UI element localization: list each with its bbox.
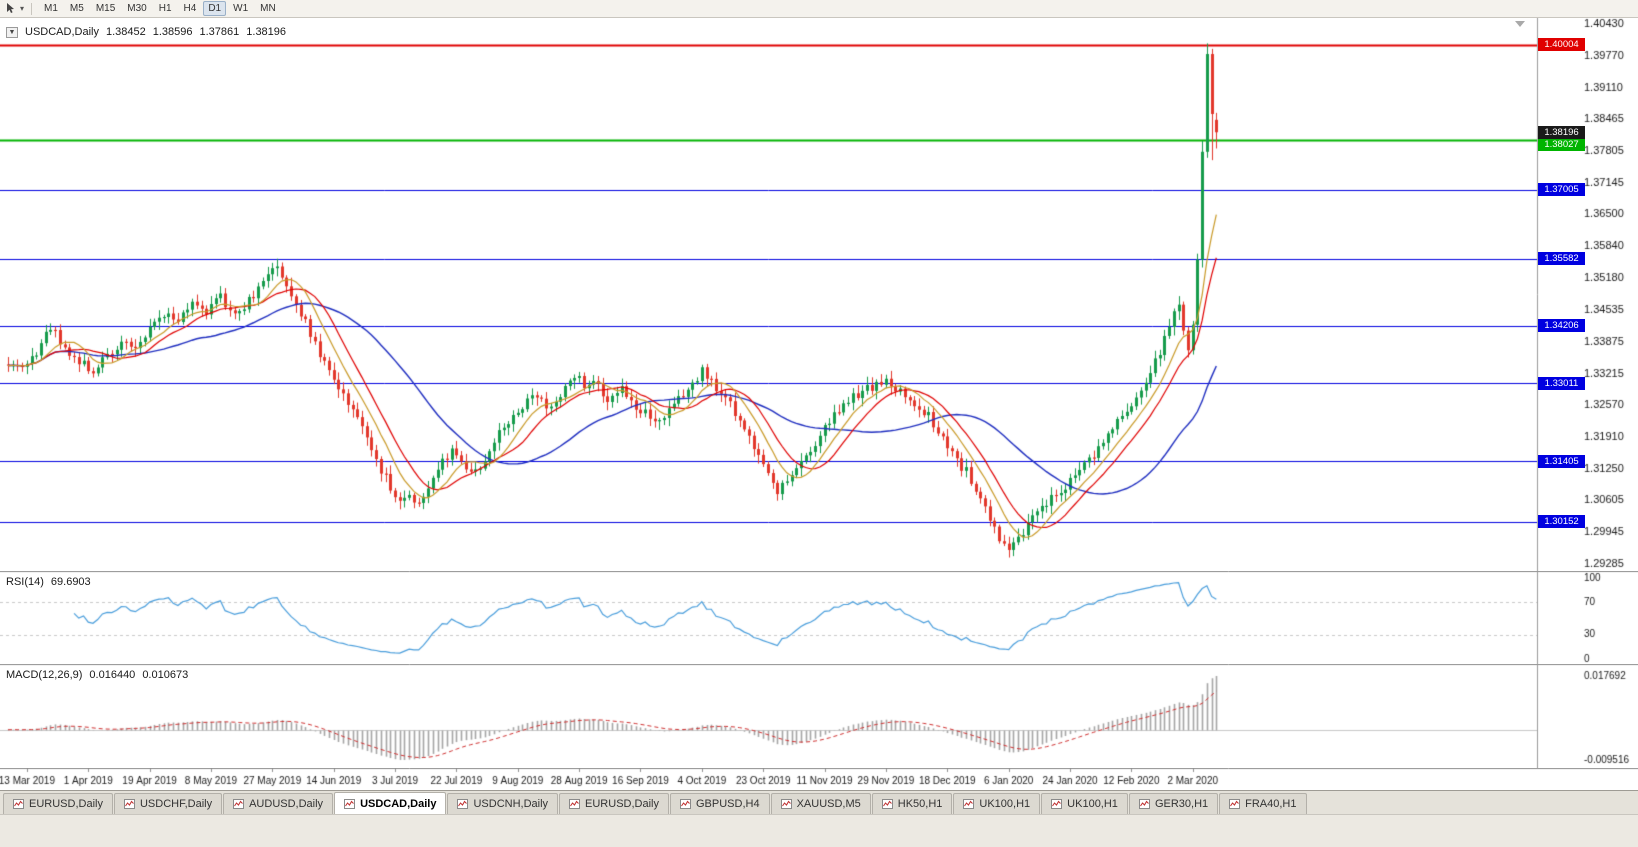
mini-chart-icon: [344, 798, 356, 809]
timeframe-button-group: M1 M5 M15 M30 H1 H4 D1 W1 MN: [39, 1, 281, 16]
ohlc-low: 1.37861: [199, 26, 240, 38]
macd-label: MACD(12,26,9) 0.016440 0.010673: [6, 669, 188, 681]
chart-tab-xauusd-m5-7[interactable]: XAUUSD,M5: [770, 793, 871, 814]
rsi-name: RSI(14): [6, 576, 44, 588]
mini-chart-icon: [780, 799, 792, 809]
mini-chart-icon: [881, 799, 893, 809]
price-chart-panel: ▼ USDCAD,Daily 1.38452 1.38596 1.37861 1…: [0, 18, 1638, 571]
mini-chart-icon: [680, 799, 691, 809]
chart-tab-usdcad-daily-3[interactable]: USDCAD,Daily: [334, 792, 447, 814]
toolbar-divider: [31, 2, 33, 15]
tab-label: GER30,H1: [1154, 798, 1209, 810]
chart-tab-hk50-h1-8[interactable]: HK50,H1: [871, 793, 953, 814]
timeframe-h1-button[interactable]: H1: [158, 3, 172, 14]
time-axis[interactable]: [0, 768, 1638, 790]
chart-dropdown-icon[interactable]: ▼: [6, 26, 18, 38]
mini-chart-icon: [1138, 799, 1150, 809]
chart-tab-audusd-daily-2[interactable]: AUDUSD,Daily: [223, 793, 334, 814]
chart-tab-uk100-h1-9[interactable]: UK100,H1: [953, 793, 1041, 814]
tab-label: USDCHF,Daily: [139, 798, 213, 810]
chart-tab-usdchf-daily-1[interactable]: USDCHF,Daily: [113, 793, 223, 814]
tab-label: UK100,H1: [1067, 798, 1118, 810]
cursor-icon[interactable]: [4, 2, 17, 15]
mini-chart-icon: [1051, 799, 1063, 809]
timeframe-h4-button[interactable]: H4: [183, 3, 197, 14]
chart-tab-usdcnh-daily-4[interactable]: USDCNH,Daily: [447, 793, 559, 814]
chart-symbol-label: USDCAD,Daily: [25, 26, 99, 38]
chart-tab-gbpusd-h4-6[interactable]: GBPUSD,H4: [670, 793, 770, 814]
macd-name: MACD(12,26,9): [6, 669, 83, 681]
chart-tab-ger30-h1-11[interactable]: GER30,H1: [1128, 793, 1219, 814]
tab-label: UK100,H1: [979, 798, 1031, 810]
mini-chart-icon: [963, 799, 975, 809]
timeframe-mn-button[interactable]: MN: [260, 3, 276, 14]
ohlc-close: 1.38196: [246, 26, 287, 38]
timeframe-m30-button[interactable]: M30: [127, 3, 147, 14]
mini-chart-icon: [233, 799, 245, 809]
macd-canvas[interactable]: [0, 664, 1638, 768]
ohlc-high: 1.38596: [152, 26, 193, 38]
chart-tab-fra40-h1-12[interactable]: FRA40,H1: [1219, 793, 1307, 814]
ohlc-readout: 1.38452 1.38596 1.37861 1.38196: [106, 26, 286, 38]
time-axis-canvas[interactable]: [0, 768, 1638, 790]
timeframe-m1-button[interactable]: M1: [44, 3, 58, 14]
rsi-canvas[interactable]: [0, 571, 1638, 664]
chart-title: ▼ USDCAD,Daily 1.38452 1.38596 1.37861 1…: [6, 26, 286, 38]
chart-tab-eurusd-daily-0[interactable]: EURUSD,Daily: [3, 793, 113, 814]
tab-label: USDCAD,Daily: [360, 797, 437, 810]
rsi-value: 69.6903: [50, 576, 91, 588]
chart-tab-eurusd-daily-5[interactable]: EURUSD,Daily: [559, 793, 669, 814]
mini-chart-icon: [1229, 799, 1241, 809]
status-bar: [0, 814, 1638, 847]
chevron-down-icon[interactable]: ▾: [20, 3, 25, 13]
tab-label: GBPUSD,H4: [696, 798, 760, 810]
top-toolbar: ▾ M1 M5 M15 M30 H1 H4 D1 W1 MN: [0, 0, 1638, 18]
timeframe-d1-button[interactable]: D1: [203, 1, 227, 16]
macd-signal-value: 0.010673: [142, 669, 189, 681]
timeframe-m5-button[interactable]: M5: [69, 3, 84, 14]
tab-label: HK50,H1: [897, 798, 943, 810]
price-chart-canvas[interactable]: [0, 18, 1638, 571]
chart-tab-uk100-h1-10[interactable]: UK100,H1: [1041, 793, 1128, 814]
tab-label: EURUSD,Daily: [29, 798, 103, 810]
mini-chart-icon: [123, 799, 135, 809]
tab-label: AUDUSD,Daily: [249, 798, 324, 810]
tab-label: USDCNH,Daily: [473, 798, 549, 810]
timeframe-w1-button[interactable]: W1: [233, 3, 249, 14]
macd-indicator-panel: MACD(12,26,9) 0.016440 0.010673: [0, 664, 1638, 768]
macd-main-value: 0.016440: [89, 669, 136, 681]
timeframe-m15-button[interactable]: M15: [95, 3, 116, 14]
tab-label: EURUSD,Daily: [585, 798, 659, 810]
rsi-indicator-panel: RSI(14) 69.6903: [0, 571, 1638, 664]
tab-label: XAUUSD,M5: [796, 798, 861, 810]
mini-chart-icon: [457, 799, 469, 809]
chart-shift-marker[interactable]: [1515, 21, 1525, 27]
chart-tab-bar: EURUSD,Daily USDCHF,Daily AUDUSD,Daily USDC…: [0, 790, 1638, 814]
tab-label: FRA40,H1: [1245, 798, 1297, 810]
rsi-label: RSI(14) 69.6903: [6, 576, 91, 588]
mini-chart-icon: [13, 799, 24, 809]
ohlc-open: 1.38452: [105, 26, 146, 38]
mini-chart-icon: [569, 799, 581, 809]
